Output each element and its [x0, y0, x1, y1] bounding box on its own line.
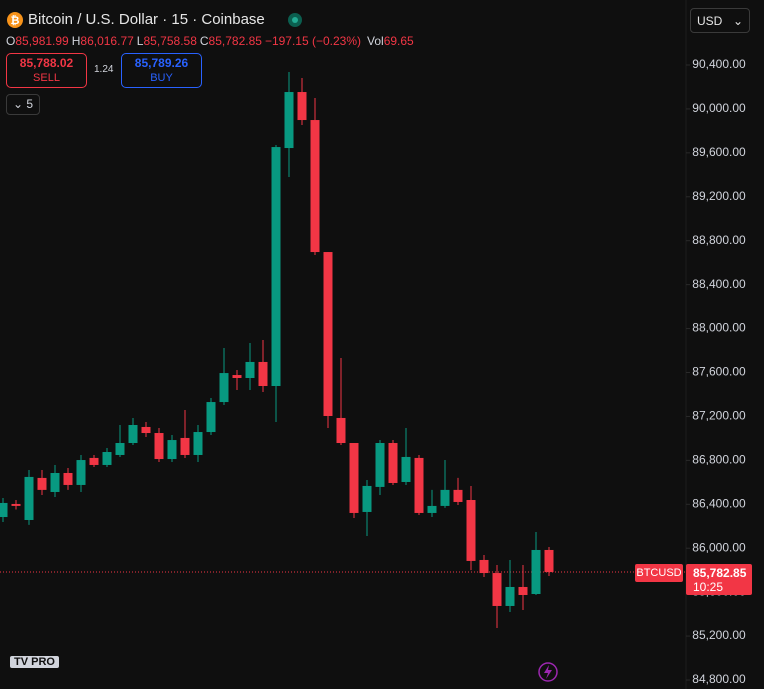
countdown: 10:25	[693, 580, 724, 594]
symbol-tag: BTCUSD	[635, 564, 683, 582]
ohlc-value: 85,758.58	[143, 34, 197, 48]
candle-body	[128, 424, 138, 444]
candle-body	[518, 586, 528, 595]
dropdown-caret: ⌄	[732, 14, 743, 28]
logo-text: PRO	[31, 656, 55, 668]
y-tick-label: 88,000.00	[692, 321, 746, 335]
last-price: 85,782.85	[693, 566, 747, 580]
ohlc-key: H	[71, 34, 81, 48]
change: −197.15 (−0.23%)	[264, 34, 362, 48]
candle-body	[37, 477, 47, 490]
candle-body	[193, 432, 203, 455]
ohlc-value: 85,981.99	[15, 34, 69, 48]
candle-body	[531, 549, 541, 595]
indicators-toggle[interactable]: ⌄ 5	[6, 94, 40, 115]
ohlc-legend: O85,981.99 H86,016.77 L85,758.58 C85,782.85…	[6, 34, 414, 48]
y-tick-label: 87,200.00	[692, 409, 746, 423]
symbol-title: Bitcoin / U.S. Dollar · 15 · Coinbase	[28, 11, 265, 28]
logo[interactable]: TV PRO	[10, 656, 59, 668]
sell-button[interactable]: 85,788.02 SELL	[6, 53, 87, 88]
candle-body	[206, 402, 216, 433]
buy-label: BUY	[150, 72, 173, 84]
candle-body	[11, 503, 21, 506]
buy-button[interactable]: 85,789.26 BUY	[121, 53, 202, 88]
candle-body	[323, 252, 333, 416]
currency-select[interactable]: USD ⌄	[690, 8, 750, 33]
candle-body	[479, 559, 489, 574]
y-tick-label: 85,200.00	[692, 628, 746, 642]
price-tag: 85,782.85 10:25	[686, 564, 752, 595]
y-tick-label: 84,800.00	[692, 672, 746, 686]
candle-body	[440, 489, 450, 506]
y-tick-label: 90,000.00	[692, 101, 746, 115]
candle-body	[362, 485, 372, 512]
ohlc-key: L	[136, 34, 144, 48]
buy-price: 85,789.26	[134, 56, 189, 70]
candle-body	[76, 460, 86, 485]
candle-body	[141, 426, 151, 434]
candle-body	[297, 92, 307, 121]
ohlc-value: 86,016.77	[80, 34, 134, 48]
candle-body	[310, 120, 320, 253]
volume-key: Vol	[367, 34, 384, 48]
y-tick-label: 86,000.00	[692, 540, 746, 554]
candle-body	[349, 443, 359, 513]
candle-body	[401, 456, 411, 482]
candle-body	[167, 440, 177, 460]
candle-body	[180, 437, 190, 455]
sell-price: 85,788.02	[19, 56, 74, 70]
ohlc-value: 85,782.85	[208, 34, 262, 48]
candle-body	[336, 417, 346, 444]
candle-body	[427, 505, 437, 513]
candle-body	[63, 472, 73, 485]
candle-body	[89, 457, 99, 465]
candle-body	[284, 92, 294, 149]
candle-body	[50, 472, 60, 492]
candle-body	[0, 502, 8, 518]
bitcoin-icon	[7, 12, 23, 28]
sell-label: SELL	[33, 72, 60, 84]
y-tick-label: 89,600.00	[692, 145, 746, 159]
candle-body	[102, 452, 112, 465]
bitcoin-symbol: ₿	[11, 15, 20, 27]
candle-body	[24, 476, 34, 520]
y-tick-label: 90,400.00	[692, 57, 746, 71]
candle-body	[375, 443, 385, 487]
candle-body	[115, 443, 125, 455]
candle-body	[492, 573, 502, 606]
candle-body	[453, 489, 463, 502]
y-tick-label: 87,600.00	[692, 365, 746, 379]
candle-body	[505, 586, 515, 606]
y-tick-label: 86,400.00	[692, 496, 746, 510]
candle-body	[544, 549, 554, 573]
currency: USD	[697, 14, 723, 28]
lightning-icon[interactable]	[538, 662, 558, 682]
candle-body	[154, 433, 164, 460]
ohlc-key: C	[199, 34, 209, 48]
y-tick-label: 86,800.00	[692, 453, 746, 467]
y-tick-label: 88,800.00	[692, 233, 746, 247]
candle-body	[258, 361, 268, 387]
candle-body	[219, 373, 229, 403]
lightning-bolt	[544, 665, 552, 679]
candle-body	[232, 375, 242, 378]
y-tick-label: 89,200.00	[692, 189, 746, 203]
ohlc-key: O	[6, 34, 16, 48]
candle-body	[466, 500, 476, 561]
spread: 1.24	[94, 64, 114, 75]
y-tick-label: 88,400.00	[692, 277, 746, 291]
candle-body	[271, 147, 281, 387]
market-status-dot	[292, 17, 298, 23]
candle-body	[414, 457, 424, 513]
candle-body	[388, 443, 398, 483]
indicator-count: 5	[26, 97, 34, 111]
candle-body	[245, 361, 255, 378]
volume-value: 69.65	[383, 34, 414, 48]
